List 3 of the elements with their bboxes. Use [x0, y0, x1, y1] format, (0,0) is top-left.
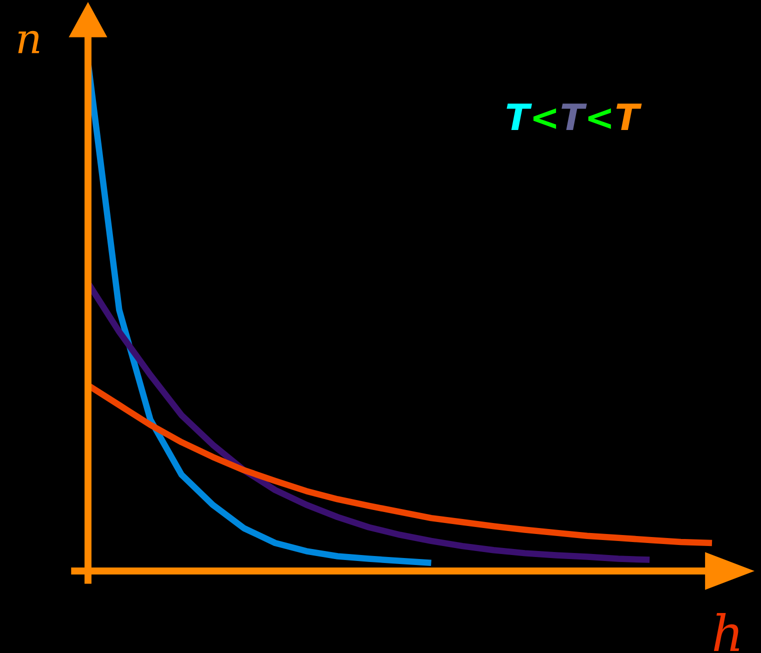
annotation: T<T<T — [506, 104, 642, 130]
x-axis-title: h — [714, 612, 740, 651]
y-axis-title: n — [18, 30, 40, 54]
